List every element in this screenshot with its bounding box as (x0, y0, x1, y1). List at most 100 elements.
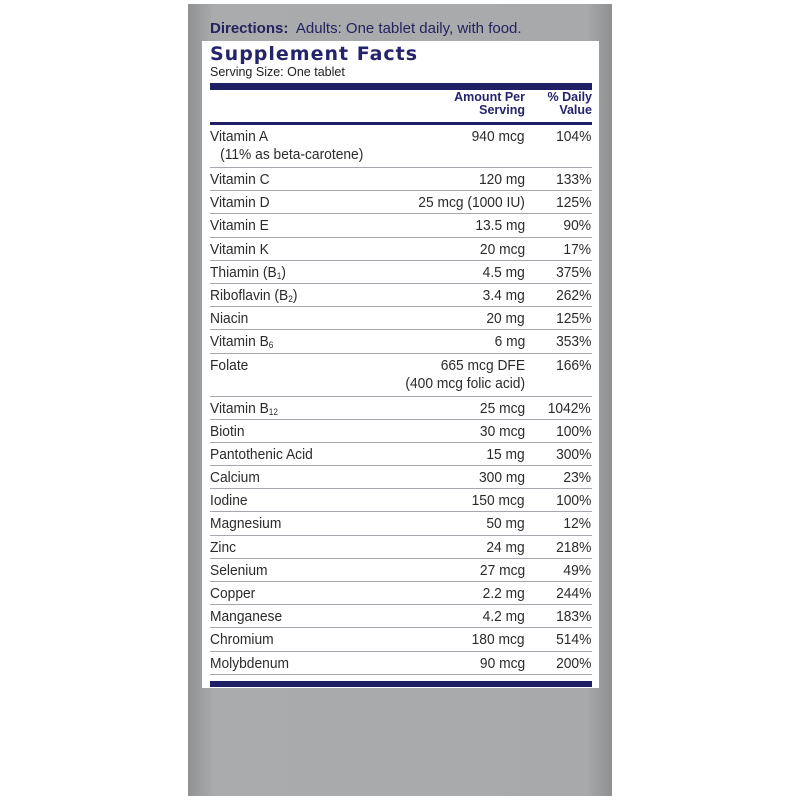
table-row: Folate 665 mcg DFE (400 mcg folic acid) 166… (210, 354, 592, 397)
table-row: Vitamin D 25 mcg (1000 IU) 125% (210, 191, 592, 215)
amount-value: 3.4 mg (482, 286, 525, 304)
amount-value: 90 mcg (479, 654, 525, 672)
amount-per-serving: 4.2 mg (483, 608, 525, 626)
amount-per-serving: 300 mg (479, 469, 525, 487)
table-row: Manganese 4.2 mg 183% (210, 605, 592, 629)
nutrient-name: Iodine (210, 492, 248, 510)
dv-header-line2: Value (559, 103, 592, 117)
table-row: Vitamin E 13.5 mg 90% (210, 214, 592, 238)
table-row: Riboflavin (B2) 3.4 mg 262% (210, 284, 592, 308)
nutrient-name-text: Selenium (210, 561, 268, 579)
nutrient-name: Magnesium (210, 515, 281, 533)
nutrient-table: Vitamin A (11% as beta-carotene) 940 mcg 10… (210, 125, 592, 675)
nutrient-name: Manganese (210, 608, 282, 626)
daily-value: 183% (555, 608, 591, 626)
nutrient-name-text: Pantothenic Acid (210, 445, 313, 463)
daily-value: 125% (555, 194, 591, 212)
amount-per-serving: 2.2 mg (483, 585, 525, 603)
table-row: Zinc 24 mg 218% (210, 536, 592, 559)
amount-per-serving: 20 mg (487, 310, 525, 328)
amount-value: 50 mg (486, 515, 525, 533)
nutrient-name: Molybdenum (210, 655, 289, 673)
amount-value: 25 mcg (479, 399, 525, 417)
nutrient-name: Vitamin B12 (210, 400, 278, 421)
nutrient-name: Vitamin C (210, 171, 270, 189)
table-row: Calcium 300 mg 23% (210, 466, 592, 490)
amount-per-serving: 30 mcg (480, 423, 525, 441)
amount-per-serving: 24 mg (487, 539, 525, 557)
nutrient-name-text: Vitamin A (210, 128, 269, 145)
amount-value: 13.5 mg (475, 217, 525, 235)
nutrient-name-text: Molybdenum (210, 654, 290, 672)
nutrient-subscript: 2 (288, 293, 293, 304)
directions-label: Directions: (210, 20, 289, 37)
nutrient-name: Folate (210, 357, 248, 375)
amount-value: 4.5 mg (482, 263, 525, 281)
table-header: Amount Per Serving % Daily Value (210, 90, 592, 125)
nutrient-subscript: 6 (268, 340, 274, 351)
daily-value: 17% (563, 240, 591, 258)
nutrient-subscript: 1 (276, 270, 282, 281)
amount-value: 2.2 mg (482, 585, 525, 602)
nutrient-name: Selenium (210, 562, 268, 580)
nutrient-name: Zinc (210, 539, 236, 557)
nutrient-name-text: Thiamin (B (210, 263, 277, 281)
top-rule (210, 83, 592, 90)
amount-per-serving: 120 mg (479, 171, 525, 189)
amount-per-serving: 90 mcg (480, 655, 525, 673)
table-row: Iodine 150 mcg 100% (210, 489, 592, 513)
table-row: Vitamin C 120 mg 133% (210, 168, 592, 192)
nutrient-name: Niacin (210, 310, 248, 328)
amount-per-serving: 940 mcg (472, 128, 525, 146)
daily-value: 514% (555, 631, 591, 649)
nutrient-name-text: Vitamin B (210, 399, 269, 417)
amount-value: 20 mg (486, 310, 525, 328)
daily-value: 125% (555, 310, 591, 328)
amount-per-serving: 665 mcg DFE (400 mcg folic acid) (405, 357, 525, 393)
amount-header-line1: Amount Per (454, 90, 525, 104)
nutrient-name-text: Riboflavin (B (210, 286, 289, 304)
nutrient-subscript: 12 (268, 406, 279, 417)
nutrient-name-text: Vitamin E (210, 217, 269, 235)
amount-value: 665 mcg DFE (440, 356, 525, 374)
table-row: Chromium 180 mcg 514% (210, 628, 592, 652)
daily-value: 166% (555, 356, 591, 374)
amount-per-serving: 4.5 mg (483, 264, 525, 282)
nutrient-name: Chromium (210, 631, 274, 649)
nutrient-name: Biotin (210, 423, 245, 441)
nutrient-name-suffix: ) (281, 263, 286, 281)
daily-value: 1042% (548, 399, 591, 417)
amount-per-serving: 180 mcg (472, 631, 525, 649)
amount-per-serving: 25 mcg (480, 400, 525, 418)
table-row: Molybdenum 90 mcg 200% (210, 652, 592, 675)
table-row: Magnesium 50 mg 12% (210, 512, 592, 536)
amount-value: 24 mg (486, 538, 525, 556)
amount-per-serving: 15 mg (487, 446, 525, 464)
amount-header-line2: Serving (479, 103, 525, 117)
daily-value: 200% (555, 654, 591, 672)
daily-value: 353% (555, 333, 591, 351)
amount-value: 180 mcg (472, 631, 525, 649)
amount-per-serving: 6 mg (494, 333, 525, 351)
nutrient-name: Vitamin E (210, 217, 269, 235)
nutrient-name: Calcium (210, 469, 260, 487)
nutrient-name-suffix: ) (292, 286, 298, 304)
table-row: Vitamin K 20 mcg 17% (210, 238, 592, 261)
amount-per-serving: 20 mcg (480, 241, 525, 259)
nutrient-name: Riboflavin (B2) (210, 287, 297, 308)
amount-per-serving: 150 mcg (472, 492, 525, 510)
amount-value: 940 mcg (472, 128, 525, 145)
amount-per-serving: 27 mcg (480, 562, 525, 580)
daily-value-header: % Daily Value (548, 91, 592, 117)
nutrient-name-text: Vitamin D (210, 194, 270, 212)
daily-value: 23% (563, 469, 591, 487)
table-row: Vitamin B12 25 mcg 1042% (210, 397, 592, 420)
nutrient-name: Vitamin A (11% as beta-carotene) (210, 128, 363, 164)
daily-value: 104% (555, 128, 591, 145)
nutrient-name-text: Iodine (210, 492, 248, 510)
daily-value: 300% (555, 445, 591, 463)
amount-value: 150 mcg (472, 492, 525, 510)
nutrient-name-text: Biotin (210, 422, 245, 440)
amount-value: 27 mcg (479, 561, 525, 579)
nutrient-name-text: Manganese (210, 608, 283, 626)
